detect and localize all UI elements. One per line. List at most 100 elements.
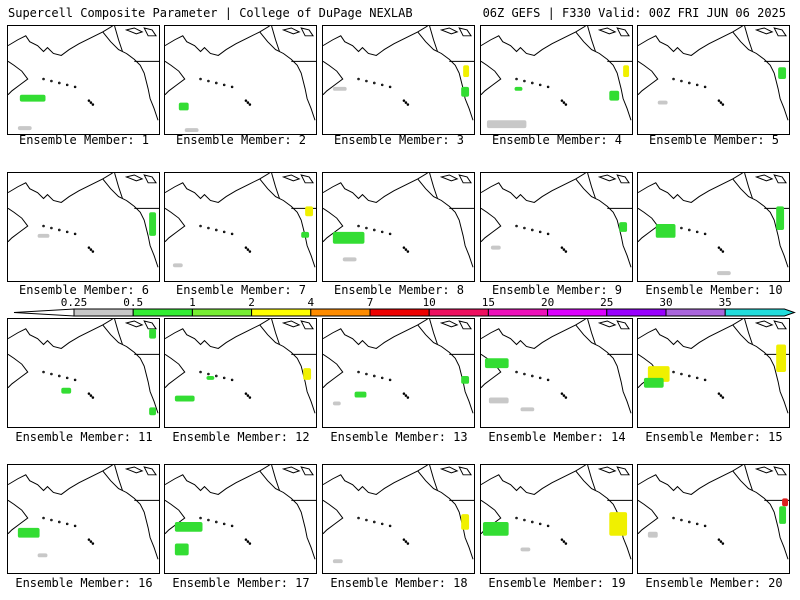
map-coastline: [481, 465, 632, 560]
colorbar-segment: [487, 308, 549, 317]
colorbar-tick-label: 10: [423, 296, 436, 309]
ensemble-map-1: [7, 25, 160, 135]
ensemble-member-label: Ensemble Member: 12: [172, 430, 310, 444]
map-coastline: [165, 173, 316, 268]
header-title: Supercell Composite Parameter | College …: [8, 6, 413, 20]
scp-area: [520, 547, 531, 552]
map-coastline: [8, 26, 159, 121]
ensemble-map-5: [637, 25, 790, 135]
colorbar-tick-label: 2: [248, 296, 255, 309]
map-coastline: [323, 319, 474, 414]
scp-area: [61, 387, 72, 394]
ensemble-member-label: Ensemble Member: 17: [172, 576, 310, 590]
scp-area: [149, 407, 157, 416]
map-coastline: [8, 319, 159, 414]
colorbar-tick-label: 15: [482, 296, 495, 309]
map-coastline: [481, 26, 632, 121]
scp-area: [779, 506, 787, 524]
ensemble-map-17: [164, 464, 317, 574]
colorbar-segment: [251, 308, 312, 317]
ensemble-member-label: Ensemble Member: 9: [491, 283, 623, 297]
scp-area: [37, 233, 50, 238]
map-coastline: [638, 173, 789, 268]
scp-area: [149, 212, 157, 236]
colorbar-segment: [428, 308, 489, 317]
scp-area: [655, 224, 676, 238]
scp-area: [716, 271, 731, 276]
scp-area: [776, 206, 785, 230]
colorbar-segment: [132, 308, 193, 317]
scp-area: [482, 521, 509, 536]
scp-area: [332, 231, 365, 244]
colorbar-tick-label: 7: [367, 296, 374, 309]
ensemble-member-label: Ensemble Member: 18: [330, 576, 468, 590]
ensemble-map-4: [480, 25, 633, 135]
colorbar-low-arrow: [13, 308, 75, 317]
ensemble-map-12: [164, 318, 317, 428]
colorbar-tick-label: 35: [719, 296, 732, 309]
scp-area: [647, 531, 658, 538]
scp-area: [778, 67, 787, 80]
colorbar-segment: [369, 308, 430, 317]
scp-area: [342, 257, 357, 262]
scp-area: [486, 120, 527, 129]
scp-area: [206, 375, 215, 380]
scp-area: [303, 368, 312, 380]
map-coastline: [481, 173, 632, 268]
ensemble-map-2: [164, 25, 317, 135]
scp-area: [609, 90, 620, 101]
scp-area: [782, 498, 789, 507]
scp-area: [609, 512, 628, 536]
scp-area: [149, 328, 157, 339]
colorbar-legend: 0.25 0.5 1 2 4 7 10 15 20 25 30 35: [13, 296, 796, 317]
ensemble-map-15: [637, 318, 790, 428]
colorbar-segment: [73, 308, 134, 317]
scp-area: [461, 86, 470, 97]
scp-area: [332, 401, 341, 406]
map-coastline: [165, 26, 316, 121]
ensemble-member-label: Ensemble Member: 5: [648, 133, 780, 147]
ensemble-member-label: Ensemble Member: 4: [491, 133, 623, 147]
scp-area: [174, 395, 195, 402]
ensemble-map-7: [164, 172, 317, 282]
scp-area: [174, 521, 203, 532]
ensemble-member-label: Ensemble Member: 7: [175, 283, 307, 297]
ensemble-member-label: Ensemble Member: 13: [330, 430, 468, 444]
ensemble-member-label: Ensemble Member: 19: [488, 576, 626, 590]
colorbar-tick-label: 0.25: [61, 296, 88, 309]
colorbar-tick-label: 4: [307, 296, 314, 309]
map-coastline: [323, 173, 474, 268]
ensemble-map-16: [7, 464, 160, 574]
header-valid-time: 06Z GEFS | F330 Valid: 00Z FRI JUN 06 20…: [482, 6, 786, 20]
ensemble-map-3: [322, 25, 475, 135]
ensemble-member-label: Ensemble Member: 6: [18, 283, 150, 297]
map-coastline: [638, 465, 789, 560]
scp-area: [647, 366, 670, 382]
ensemble-map-11: [7, 318, 160, 428]
scp-area: [354, 391, 367, 398]
map-coastline: [638, 319, 789, 414]
colorbar-segment: [191, 308, 253, 317]
colorbar-segment: [547, 308, 608, 317]
ensemble-map-18: [322, 464, 475, 574]
colorbar-tick-label: 30: [659, 296, 672, 309]
scp-area: [657, 100, 668, 105]
colorbar-tick-label: 0.5: [123, 296, 143, 309]
colorbar-tick-label: 1: [189, 296, 196, 309]
colorbar-tick-label: 20: [541, 296, 554, 309]
ensemble-map-8: [322, 172, 475, 282]
ensemble-map-6: [7, 172, 160, 282]
scp-area: [461, 514, 470, 530]
ensemble-member-label: Ensemble Member: 16: [15, 576, 153, 590]
map-coastline: [323, 26, 474, 121]
scp-area: [463, 65, 470, 78]
ensemble-member-label: Ensemble Member: 1: [18, 133, 150, 147]
colorbar-segment: [606, 308, 667, 317]
ensemble-map-10: [637, 172, 790, 282]
ensemble-map-20: [637, 464, 790, 574]
ensemble-map-13: [322, 318, 475, 428]
scp-area: [37, 553, 48, 558]
scp-area: [490, 245, 501, 250]
map-coastline: [165, 465, 316, 560]
ensemble-member-label: Ensemble Member: 8: [333, 283, 465, 297]
